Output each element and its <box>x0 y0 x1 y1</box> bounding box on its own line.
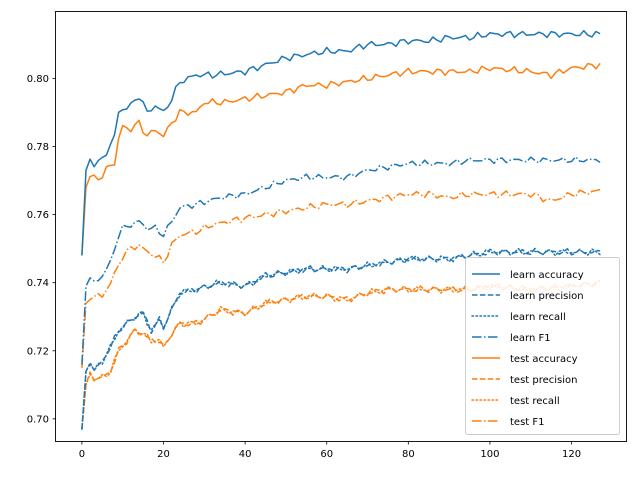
legend-label: test accuracy <box>510 354 578 365</box>
legend-label: test F1 <box>510 417 545 428</box>
legend-label: learn precision <box>510 291 584 302</box>
legend-label: learn F1 <box>510 333 551 344</box>
y-tick-label: 0.70 <box>27 414 49 425</box>
x-tick-label: 40 <box>239 449 252 460</box>
legend-label: test recall <box>510 396 560 407</box>
series-line-learn-accuracy <box>81 29 601 256</box>
series-line-learn-precision <box>81 247 601 430</box>
x-tick-label: 0 <box>79 449 85 460</box>
legend-label: learn recall <box>510 312 566 323</box>
plot-frame <box>55 11 627 442</box>
y-axis: 0.70 0.72 0.74 0.76 0.78 0.80 <box>27 74 56 425</box>
legend: learn accuracy learn precision learn recal… <box>465 257 620 435</box>
x-tick-label: 100 <box>480 449 499 460</box>
x-tick-label: 60 <box>320 449 333 460</box>
legend-label: test precision <box>510 375 578 386</box>
y-tick-label: 0.80 <box>27 74 49 85</box>
y-tick-label: 0.74 <box>27 278 49 289</box>
series-line-test-precision <box>81 281 601 430</box>
series-line-test-f1 <box>81 188 601 368</box>
y-tick-label: 0.72 <box>27 346 49 357</box>
y-tick-label: 0.78 <box>27 142 49 153</box>
x-axis: 0 20 40 60 80 100 120 <box>79 441 581 460</box>
series-line-learn-f1 <box>81 156 601 365</box>
x-tick-label: 20 <box>157 449 170 460</box>
y-tick-label: 0.76 <box>27 210 49 221</box>
series-layer <box>81 29 601 430</box>
legend-box <box>465 257 620 435</box>
series-line-test-accuracy <box>81 62 601 256</box>
legend-label: learn accuracy <box>510 270 584 281</box>
x-tick-label: 80 <box>402 449 415 460</box>
x-tick-label: 120 <box>562 449 581 460</box>
series-line-test-recall <box>81 279 601 430</box>
